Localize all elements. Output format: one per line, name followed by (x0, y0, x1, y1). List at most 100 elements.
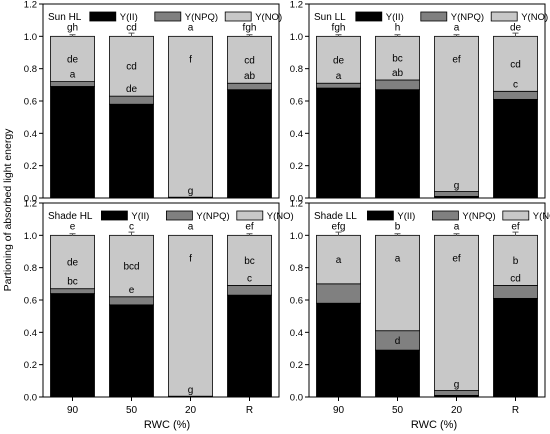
bar-ynpq (50, 288, 95, 294)
significance-letter: a (336, 255, 342, 266)
legend-entry: Y(NPQ) (185, 12, 218, 23)
x-tick-label: R (512, 405, 519, 416)
y-axis-label: Partioning of absorbed light energy (2, 128, 14, 292)
y-tick-label: 0.0 (24, 194, 37, 205)
y-tick-label: 0.4 (24, 328, 37, 339)
significance-letter: bc (392, 54, 403, 65)
legend-entry: Y(NO) (255, 12, 282, 23)
significance-letter: gh (67, 22, 78, 33)
legend-entry: Y(NO) (533, 211, 550, 222)
bar-yno (109, 35, 154, 97)
bar-ynpq (434, 390, 479, 396)
y-tick-label: 0.2 (290, 360, 303, 371)
bar-ynpq (493, 90, 538, 100)
bar-yno (493, 234, 538, 286)
bar-ynpq (375, 79, 420, 91)
legend-entry: Y(II) (386, 12, 404, 23)
legend-swatch (224, 11, 252, 22)
bar-yno (227, 35, 272, 84)
significance-letter: cd (510, 273, 521, 284)
significance-letter: b (513, 256, 519, 267)
bar-yno (375, 234, 420, 332)
y-tick-label: 1.2 (290, 199, 303, 210)
x-tick-label: 20 (451, 405, 463, 416)
chart-panel-2: 0.0 0.2 0.4 0.6 0.8 1.0 1.2 fgh de a h bc ab a ef g de cd… (290, 0, 548, 205)
significance-letter: cd (126, 22, 137, 33)
bar-yii (109, 103, 154, 199)
significance-letter: a (395, 253, 401, 264)
significance-letter: cd (244, 55, 255, 66)
bar-yii (375, 89, 420, 199)
y-tick-label: 0.6 (290, 97, 303, 108)
legend-entry: Y(II) (397, 211, 415, 222)
significance-letter: ab (392, 68, 404, 79)
bar-yii (493, 297, 538, 398)
y-tick-label: 1.2 (290, 0, 303, 11)
significance-letter: g (188, 186, 194, 197)
panel-label: Shade HL (48, 211, 93, 222)
significance-letter: de (67, 258, 79, 269)
significance-letter: fgh (332, 22, 346, 33)
significance-letter: efg (332, 221, 346, 232)
legend-entry: Y(II) (131, 211, 149, 222)
significance-letter: de (510, 22, 522, 33)
y-tick-label: 1.0 (290, 231, 303, 242)
legend-swatch (355, 11, 383, 22)
bar-yii (227, 294, 272, 398)
significance-letter: de (126, 84, 138, 95)
bar-ynpq (227, 82, 272, 91)
bar-yii (316, 87, 361, 199)
significance-letter: f (396, 369, 399, 380)
bar-yii (50, 293, 95, 398)
significance-letter: a (188, 22, 194, 33)
bar-ynpq (109, 296, 154, 306)
x-axis-label-right: RWC (%) (411, 419, 457, 431)
bar-ynpq (434, 191, 479, 197)
significance-letter: ef (452, 54, 461, 65)
significance-letter: cd (510, 59, 521, 70)
significance-letter: g (454, 181, 460, 192)
legend-entry: Y(II) (120, 12, 138, 23)
bar-yno (316, 234, 361, 285)
bar-yii (50, 86, 95, 199)
bar-yno (434, 35, 479, 192)
panel-label: Sun LL (314, 12, 346, 23)
y-tick-label: 1.0 (290, 32, 303, 43)
y-tick-label: 0.4 (290, 328, 303, 339)
x-tick-label: 20 (185, 405, 197, 416)
legend-entry: Y(NPQ) (451, 12, 484, 23)
bar-yii (316, 302, 361, 398)
bar-yno (227, 234, 272, 286)
chart-panel-1: 0.0 0.2 0.4 0.6 0.8 1.0 1.2 gh de a cd cd de a f g fgh cd… (24, 0, 282, 205)
chart-panel-4: 0.00.20.40.60.81.01.2efga90badf50aefg20e… (290, 199, 550, 417)
y-tick-label: 0.2 (24, 360, 37, 371)
bar-ynpq (493, 285, 538, 299)
legend-swatch (420, 11, 448, 22)
significance-letter: a (454, 22, 460, 33)
significance-letter: cd (126, 62, 137, 73)
panel-label: Sun HL (48, 12, 82, 23)
y-tick-label: 0.8 (24, 64, 37, 75)
y-tick-label: 0.8 (290, 64, 303, 75)
legend-entry: Y(NPQ) (196, 211, 229, 222)
x-tick-label: 50 (126, 405, 138, 416)
legend-swatch (502, 210, 530, 221)
y-tick-label: 0.6 (24, 296, 37, 307)
legend-swatch (431, 210, 459, 221)
significance-letter: d (395, 336, 401, 347)
y-tick-label: 0.0 (24, 393, 37, 404)
bar-ynpq (316, 283, 361, 304)
significance-letter: fgh (243, 22, 257, 33)
y-tick-label: 1.0 (24, 231, 37, 242)
y-tick-label: 0.8 (24, 263, 37, 274)
bar-ynpq (50, 81, 95, 87)
x-axis-label-left: RWC (%) (144, 419, 190, 431)
bar-ynpq (316, 82, 361, 89)
x-tick-label: 90 (333, 405, 345, 416)
bar-yii (227, 89, 272, 199)
y-tick-label: 0.4 (24, 129, 37, 140)
bar-yno (168, 35, 213, 198)
significance-letter: bc (67, 277, 78, 288)
significance-letter: e (70, 221, 76, 232)
